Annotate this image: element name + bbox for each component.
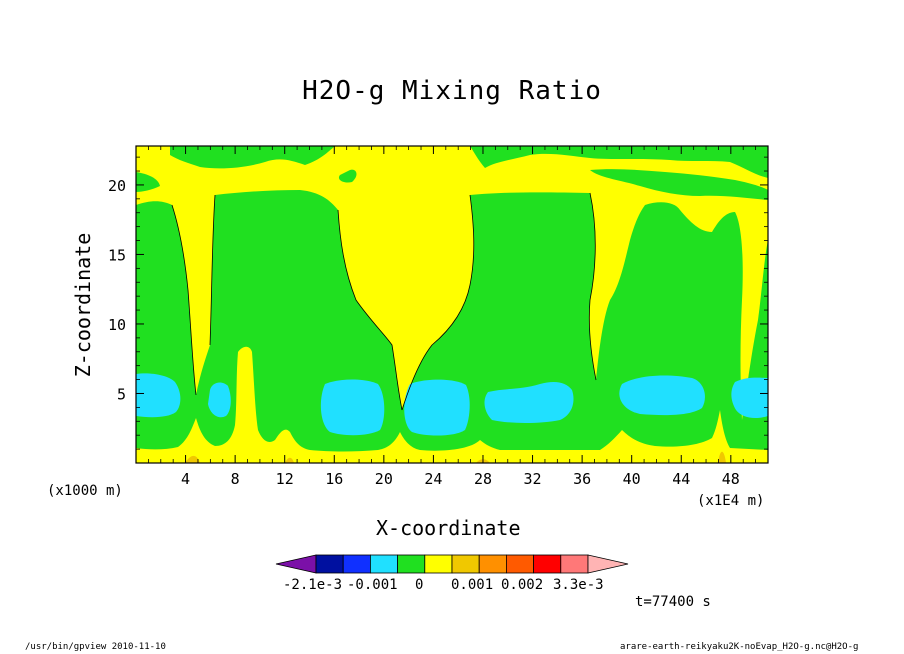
colorbar-segment (451, 554, 480, 574)
contour-region-green-top-left (170, 146, 335, 169)
colorbar-high-extend (587, 554, 629, 574)
x-axis-label: X-coordinate (376, 516, 521, 540)
contour-region-cyan-6 (619, 375, 705, 416)
x-unit-left: (x1000 m) (47, 483, 123, 499)
x-tick-label: 40 (623, 470, 641, 488)
contour-region-cyan-1 (136, 373, 181, 418)
contour-region-green-main (136, 190, 768, 463)
y-axis-label: Z-coordinate (71, 233, 95, 378)
colorbar-labels: -2.1e-3 -0.001 0 0.001 0.002 3.3e-3 (275, 577, 635, 597)
contour-region-cyan-5 (484, 382, 574, 423)
x-axis-ticks: 4 8 12 16 20 24 28 32 36 40 44 48 (147, 146, 769, 488)
contour-region-yellow-tongue-1 (136, 346, 768, 463)
colorbar-tick-label: -0.001 (347, 577, 398, 593)
contour-region-green-top-upper-right (590, 169, 768, 200)
contour-region-orange-1 (185, 455, 200, 463)
x-tick-label: 16 (325, 470, 343, 488)
y-tick-label: 15 (108, 246, 126, 264)
contour-region-green-left-edge (136, 172, 160, 192)
colorbar-segment (315, 554, 344, 574)
colorbar-segment (560, 554, 589, 574)
footer-file-name: arare-earth-reikyaku2K-noEvap_H2O-g.nc@H… (620, 642, 859, 652)
y-tick-label: 20 (108, 177, 126, 195)
x-tick-label: 32 (524, 470, 542, 488)
colorbar-tick-label: 3.3e-3 (553, 577, 604, 593)
x-tick-label: 24 (424, 470, 442, 488)
colorbar-segment (342, 554, 371, 574)
contour-region-cyan-3 (320, 379, 385, 436)
contour-lines (171, 192, 597, 411)
footer-program-date: /usr/bin/gpview 2010-11-10 (25, 642, 166, 652)
colorbar-low-extend (275, 554, 317, 574)
y-axis-ticks: 5 10 15 20 (108, 156, 768, 450)
colorbar-segment (478, 554, 507, 574)
contour-region-cyan-7 (731, 377, 768, 418)
x-tick-label: 44 (672, 470, 690, 488)
y-tick-label: 5 (117, 385, 126, 403)
contour-region-green-top-right (470, 146, 768, 178)
contour-region-orange-2 (718, 451, 726, 463)
contour-region-cyan-2 (208, 382, 231, 418)
x-tick-label: 36 (573, 470, 591, 488)
colorbar-tick-label: 0.002 (501, 577, 544, 593)
contour-region-green-top-mid (338, 169, 357, 183)
colorbar (275, 554, 629, 574)
colorbar-segment (505, 554, 534, 574)
time-label: t=77400 s (635, 594, 711, 610)
colorbar-tick-label: 0.001 (451, 577, 494, 593)
colorbar-segment (424, 554, 453, 574)
colorbar-tick-label: 0 (415, 577, 424, 593)
x-tick-label: 8 (231, 470, 240, 488)
x-tick-label: 20 (375, 470, 393, 488)
colorbar-tick-label: -2.1e-3 (283, 577, 343, 593)
x-tick-label: 28 (474, 470, 492, 488)
x-tick-label: 48 (722, 470, 740, 488)
contour-region-cyan-4 (404, 379, 470, 436)
chart-title: H2O-g Mixing Ratio (302, 76, 602, 106)
colorbar-segment (369, 554, 398, 574)
colorbar-segment (397, 554, 426, 574)
x-unit-right: (x1E4 m) (697, 493, 765, 509)
x-tick-label: 4 (181, 470, 190, 488)
plot-frame (135, 145, 769, 464)
contour-region-orange-3 (285, 457, 294, 463)
x-tick-label: 12 (276, 470, 294, 488)
colorbar-segment (533, 554, 562, 574)
y-tick-label: 10 (108, 316, 126, 334)
